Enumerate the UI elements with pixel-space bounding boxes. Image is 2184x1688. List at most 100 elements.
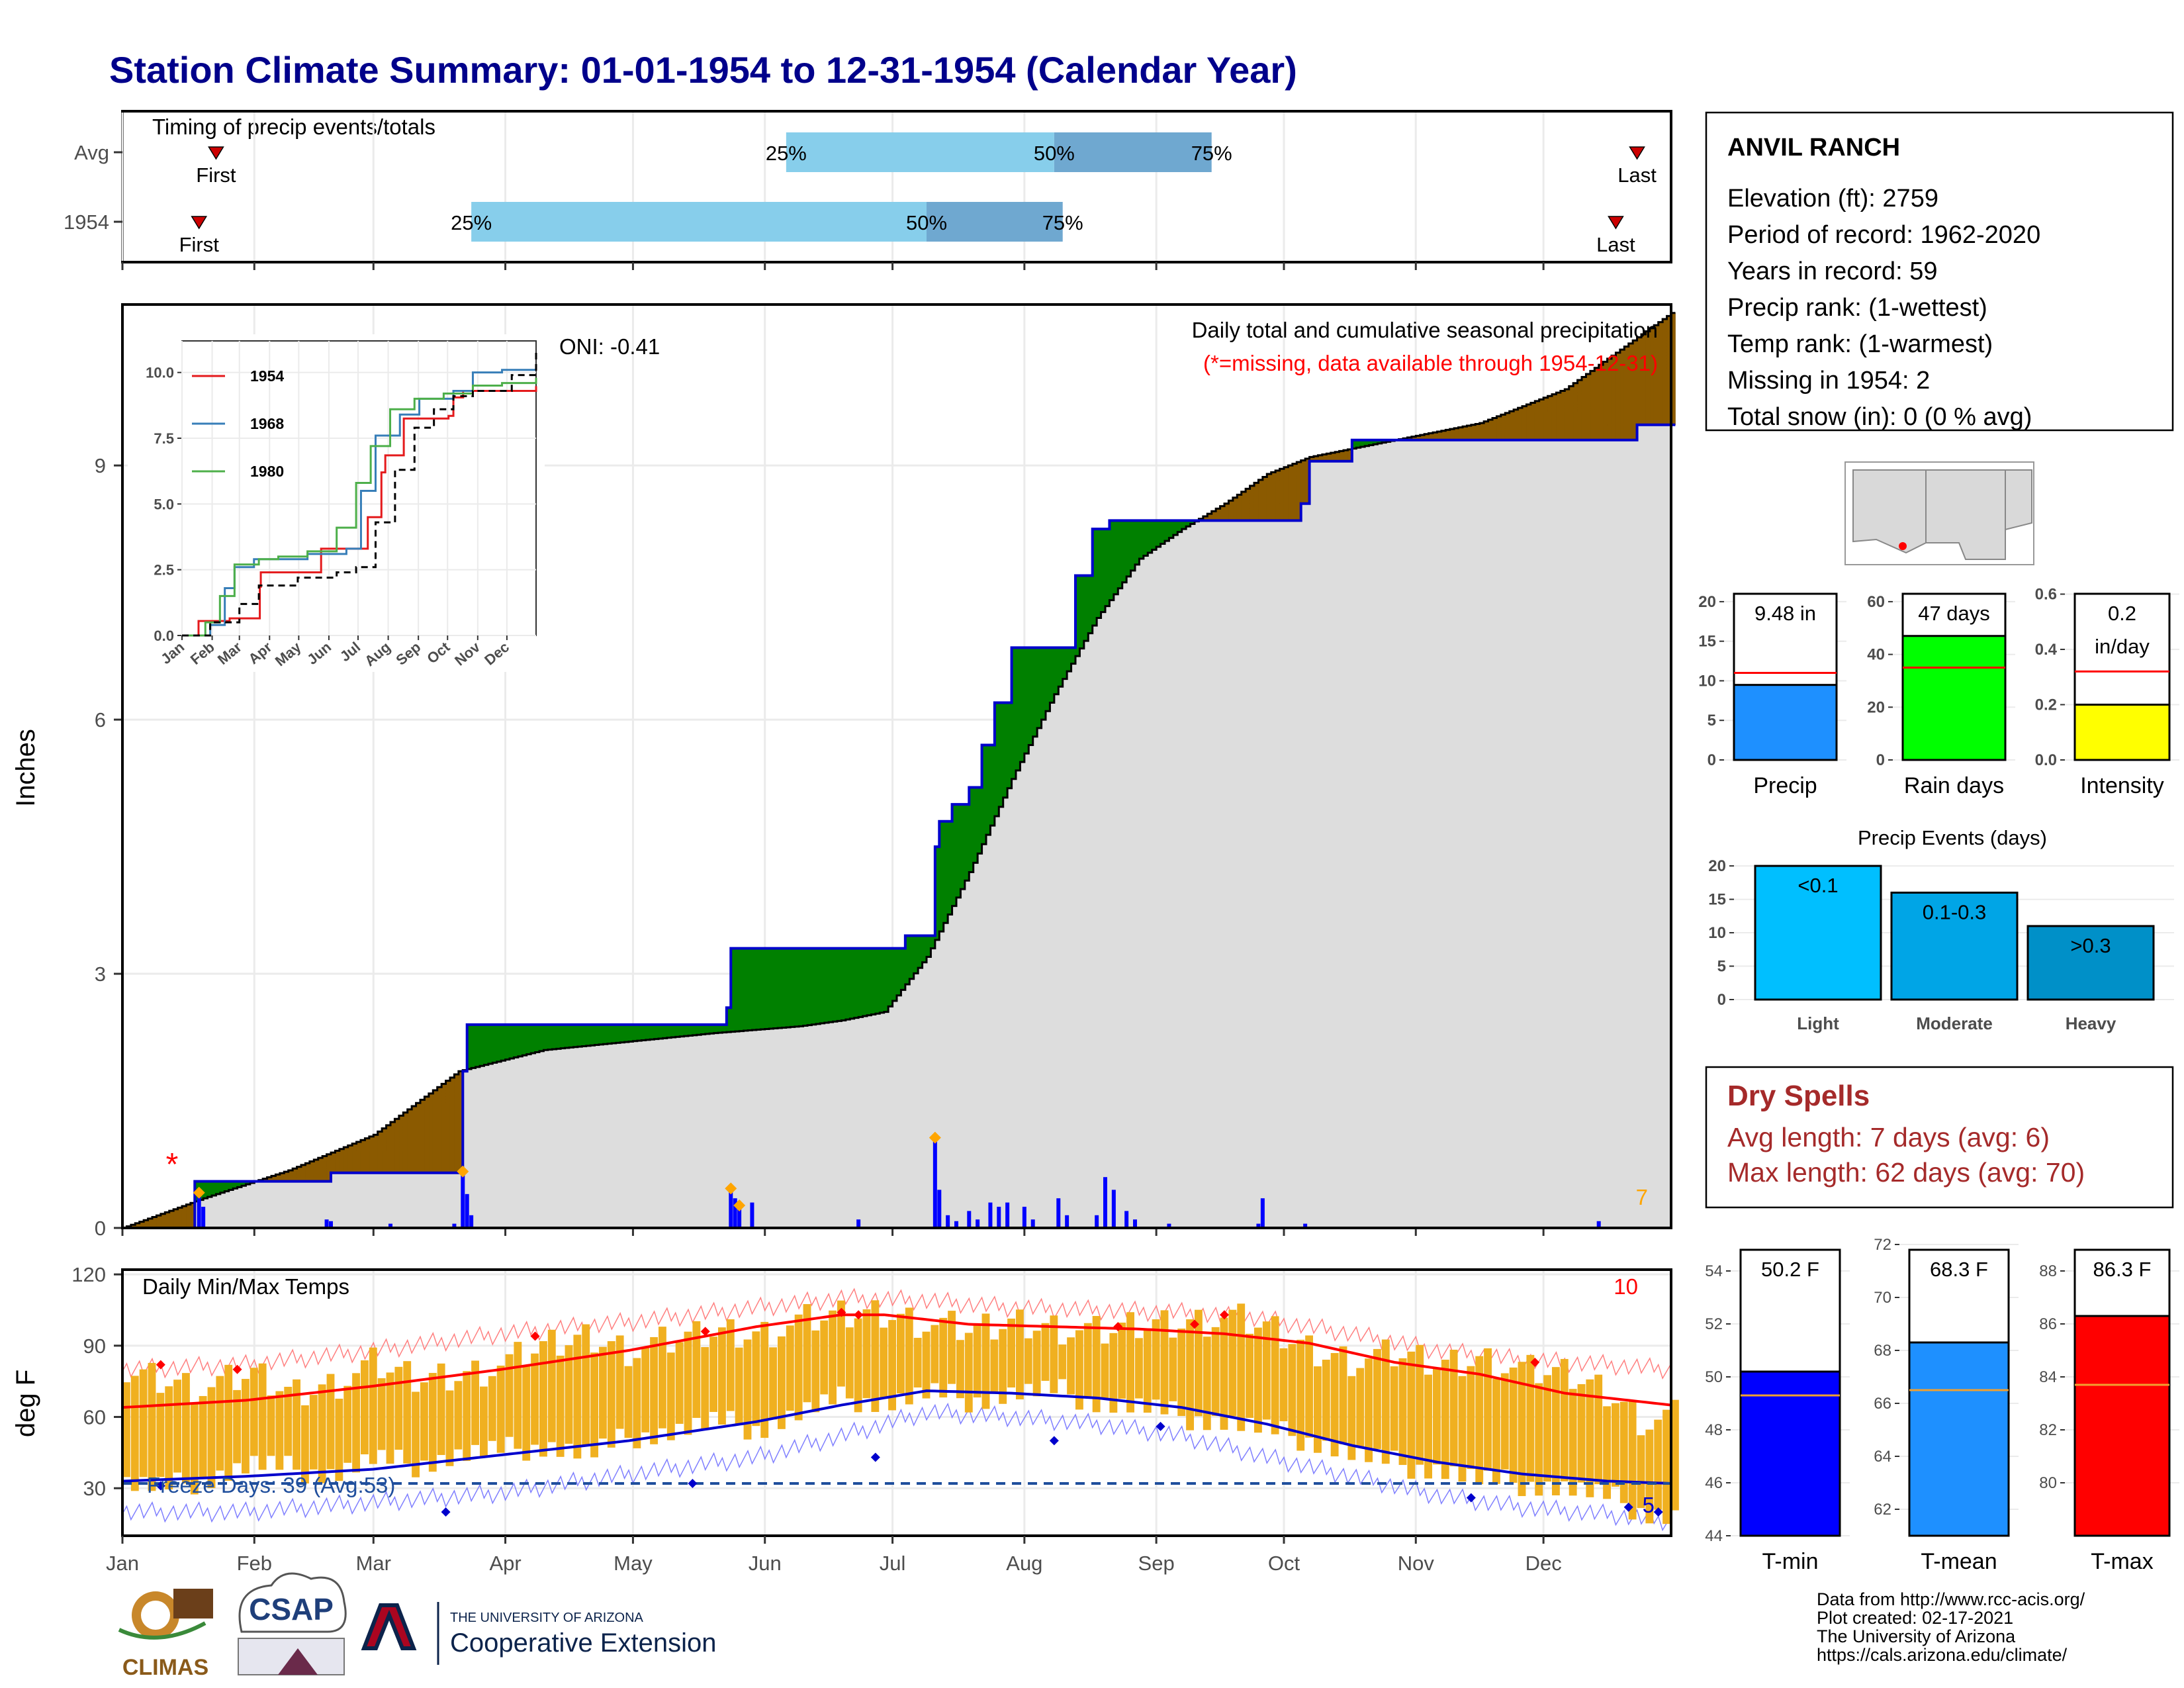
daily-temp-bar <box>1339 1346 1347 1444</box>
events-y-tick-label: 15 <box>1708 891 1726 909</box>
temp-count-top: 10 <box>1614 1274 1638 1299</box>
events-bar-text: >0.3 <box>2070 934 2111 957</box>
daily-temp-bar <box>199 1395 207 1478</box>
timing-last-marker <box>1608 216 1624 230</box>
station-info-line: Precip rank: (1-wettest) <box>1727 294 1987 322</box>
daily-temp-bar <box>607 1341 615 1448</box>
daily-temp-bar <box>1518 1362 1526 1497</box>
daily-temp-bar <box>1314 1366 1322 1453</box>
daily-temp-bar <box>1050 1315 1058 1393</box>
daily-temp-bar <box>718 1327 726 1425</box>
mini-bar-value-text: 50.2 F <box>1761 1258 1819 1281</box>
daily-temp-bar <box>1058 1344 1067 1380</box>
daily-temp-bar <box>599 1346 607 1439</box>
daily-temp-bar <box>1279 1348 1288 1421</box>
station-name: ANVIL RANCH <box>1727 134 1900 162</box>
daily-temp-bar <box>352 1373 360 1473</box>
daily-temp-bar <box>1645 1429 1654 1524</box>
timing-bar-early <box>786 132 1054 172</box>
mini-bar-chart-intensity: 0.0 0.2 0.4 0.6 0.2 in/day Intensity <box>2035 586 2179 798</box>
mini-y-tick-label: 0 <box>1707 751 1716 769</box>
record-low-marker <box>1049 1436 1059 1446</box>
daily-temp-bar <box>1603 1406 1611 1499</box>
month-axis: Jan Feb Mar Apr May Jun Jul Aug Sep Oct Nov Dec <box>106 1536 1562 1575</box>
daily-temp-bar <box>1092 1315 1101 1413</box>
daily-temp-bar <box>743 1339 752 1440</box>
daily-temp-bar <box>939 1317 948 1398</box>
footer-line: Plot created: 02-17-2021 <box>1817 1608 2013 1628</box>
mini-bar-value <box>1901 635 2007 761</box>
record-high-marker <box>232 1364 242 1374</box>
timing-last-label: Last <box>1617 164 1657 187</box>
locator-map <box>1844 461 2034 565</box>
daily-temp-bar <box>820 1320 829 1395</box>
daily-temp-bar <box>1195 1309 1203 1417</box>
daily-temp-bar <box>1330 1352 1339 1457</box>
daily-temp-bar <box>615 1335 624 1429</box>
month-label: Mar <box>356 1552 391 1575</box>
month-label: Dec <box>1525 1552 1562 1575</box>
record-low-marker <box>1156 1421 1165 1431</box>
inset-series-average <box>182 351 537 637</box>
missing-data-marker: * <box>166 1147 179 1182</box>
daily-temp-bar <box>624 1366 633 1438</box>
daily-temp-bar <box>666 1352 675 1440</box>
daily-temp-bar <box>318 1384 326 1483</box>
dry-spells-title: Dry Spells <box>1727 1080 1870 1112</box>
daily-temp-bar <box>1458 1376 1467 1482</box>
daily-temp-bar <box>1637 1435 1645 1509</box>
daily-temp-bar <box>156 1393 165 1477</box>
daily-temp-bar <box>735 1347 743 1426</box>
inset-y-tick-label: 5.0 <box>154 496 174 512</box>
month-label: Sep <box>1138 1552 1175 1575</box>
month-label: May <box>614 1552 653 1575</box>
timing-last-marker <box>1629 146 1645 160</box>
timing-q50-label: 50% <box>1034 142 1075 165</box>
oni-text: ONI: -0.41 <box>559 334 660 359</box>
mini-y-tick-label: 68 <box>1874 1342 1891 1360</box>
mini-bar-value-text: 9.48 in <box>1754 602 1816 625</box>
daily-temp-bar <box>267 1395 275 1456</box>
record-low-marker <box>441 1507 451 1517</box>
daily-temp-bar <box>862 1309 871 1399</box>
daily-precip-bar <box>729 1190 733 1228</box>
mini-y-tick-label: 0.0 <box>2035 751 2057 769</box>
daily-temp-bar <box>888 1320 896 1411</box>
daily-temp-bar <box>701 1347 709 1429</box>
daily-precip-bar <box>954 1221 958 1228</box>
daily-temp-bar <box>148 1362 156 1491</box>
mini-y-tick-label: 88 <box>2039 1262 2057 1280</box>
daily-temp-bar <box>207 1387 216 1489</box>
dry-spells-max: Max length: 62 days (avg: 70) <box>1727 1157 2085 1188</box>
temperature-panel: 30 60 90 120 Daily Min/Max Temps 10 Freeze … <box>11 1263 1679 1537</box>
daily-precip-bar <box>452 1223 457 1228</box>
mini-bar-chart-t-mean: 62 64 66 68 70 72 68.3 F T-mean <box>1874 1236 2019 1574</box>
mini-bar-value-text: 0.2 <box>2108 602 2136 625</box>
precip-event-marker <box>733 1199 746 1212</box>
map-texas <box>2005 469 2032 531</box>
daily-temp-bar <box>981 1313 990 1409</box>
mini-y-tick-label: 82 <box>2039 1421 2057 1439</box>
daily-precip-bar <box>933 1139 937 1228</box>
daily-temp-bar <box>1246 1333 1253 1418</box>
record-high-marker <box>530 1331 540 1341</box>
mini-y-tick-label: 20 <box>1867 698 1885 716</box>
daily-temp-bar <box>752 1331 760 1427</box>
record-low-marker <box>1653 1507 1663 1517</box>
daily-temp-bar <box>539 1341 547 1457</box>
daily-temp-bar <box>1075 1330 1083 1410</box>
mini-y-tick-label: 0 <box>1876 751 1885 769</box>
mini-bar-value-text-2: in/day <box>2095 635 2150 658</box>
daily-temp-bar <box>1356 1368 1365 1448</box>
events-bar-text: <0.1 <box>1797 874 1838 897</box>
freeze-days-text: Freeze Days: 39 (Avg:53) <box>147 1473 395 1497</box>
daily-temp-bar <box>845 1327 854 1399</box>
timing-first-label: First <box>179 233 220 256</box>
temp-y-tick-label: 90 <box>83 1335 106 1358</box>
daily-temp-bar <box>803 1304 811 1403</box>
daily-precip-bar <box>937 1190 942 1228</box>
daily-temp-bar <box>242 1379 250 1474</box>
daily-temp-bar <box>1662 1409 1670 1524</box>
daily-temp-bar <box>931 1325 939 1383</box>
